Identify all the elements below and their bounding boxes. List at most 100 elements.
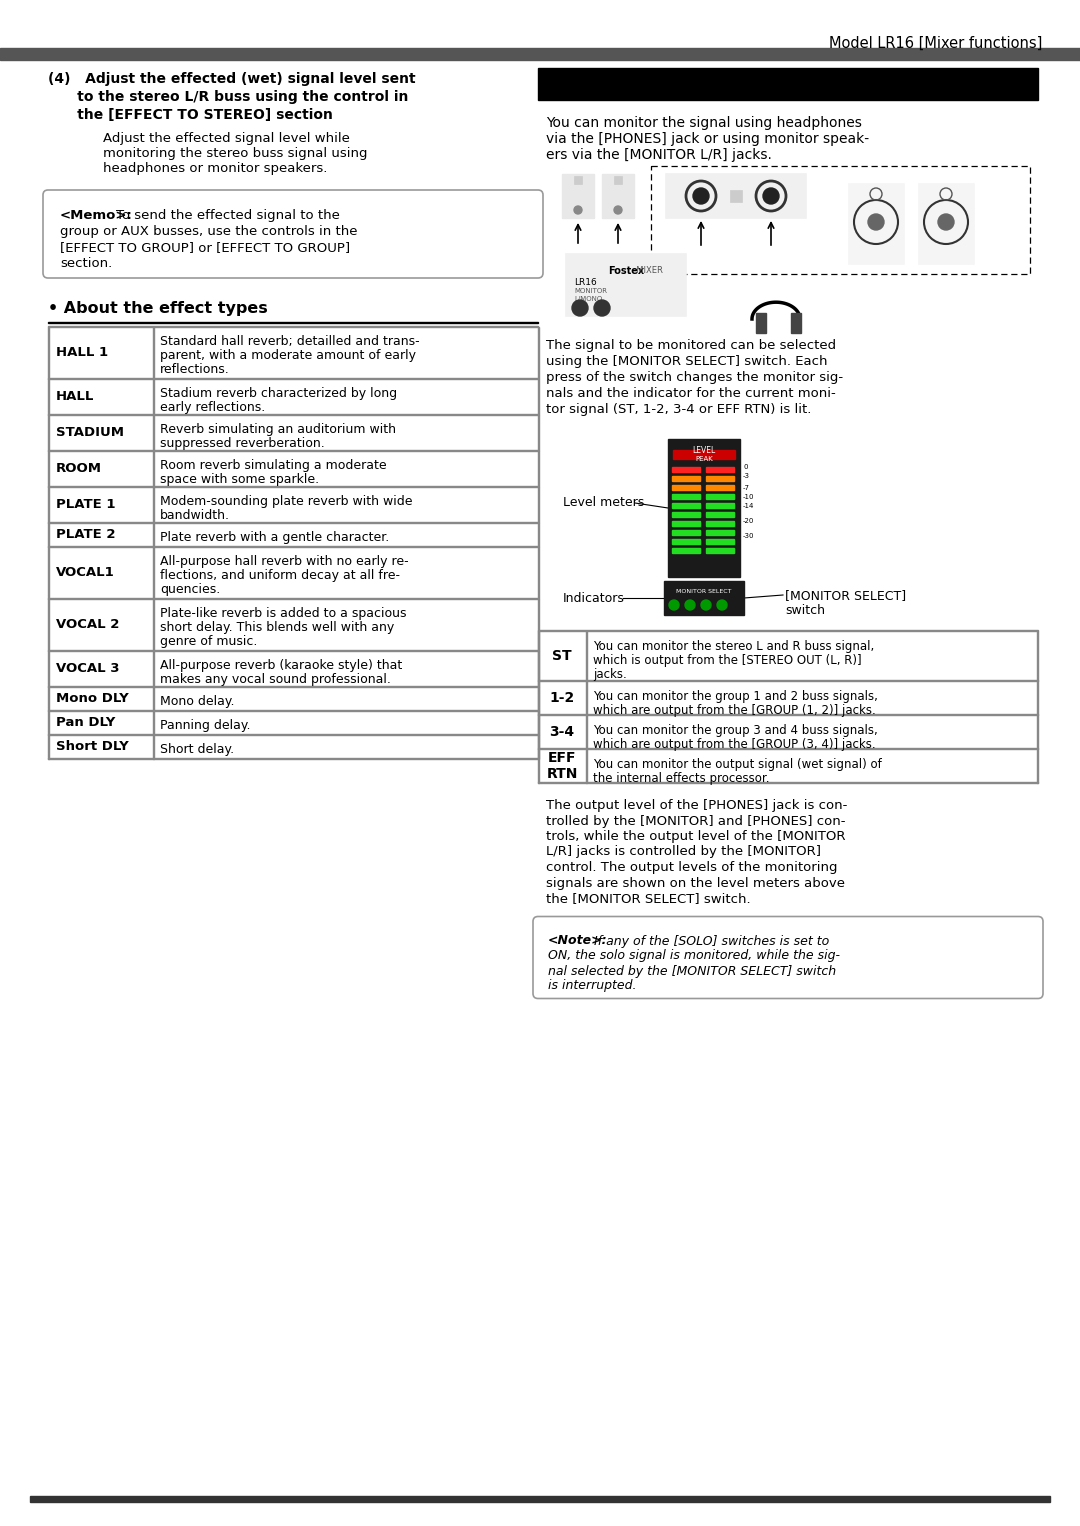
Text: Fostex: Fostex xyxy=(608,266,644,276)
Text: which are output from the [GROUP (3, 4)] jacks.: which are output from the [GROUP (3, 4)]… xyxy=(593,739,876,751)
Bar xyxy=(672,530,700,536)
Bar xyxy=(562,174,594,218)
Text: The output level of the [PHONES] jack is con-: The output level of the [PHONES] jack is… xyxy=(546,800,848,812)
Text: Plate reverb with a gentle character.: Plate reverb with a gentle character. xyxy=(160,531,389,543)
Bar xyxy=(849,185,904,264)
Circle shape xyxy=(594,301,610,316)
Text: jacks.: jacks. xyxy=(593,668,626,681)
Text: (4)   Adjust the effected (wet) signal level sent: (4) Adjust the effected (wet) signal lev… xyxy=(48,72,416,85)
Bar xyxy=(706,476,734,481)
Bar xyxy=(706,467,734,472)
Text: <Note>:: <Note>: xyxy=(548,934,608,948)
Text: trolled by the [MONITOR] and [PHONES] con-: trolled by the [MONITOR] and [PHONES] co… xyxy=(546,815,846,827)
Bar xyxy=(573,175,582,185)
Bar xyxy=(672,520,700,526)
Text: which are output from the [GROUP (1, 2)] jacks.: which are output from the [GROUP (1, 2)]… xyxy=(593,703,876,717)
Text: flections, and uniform decay at all fre-: flections, and uniform decay at all fre- xyxy=(160,569,400,581)
Text: switch: switch xyxy=(785,604,825,617)
Bar xyxy=(30,1495,1050,1502)
Text: LR16: LR16 xyxy=(573,278,597,287)
Circle shape xyxy=(685,600,696,610)
Text: Level meters: Level meters xyxy=(563,496,645,510)
Bar xyxy=(48,327,538,378)
Text: headphones or monitor speakers.: headphones or monitor speakers. xyxy=(103,162,327,175)
Bar xyxy=(538,716,1038,749)
Bar xyxy=(673,450,735,459)
Text: PLATE 1: PLATE 1 xyxy=(56,499,116,511)
Text: via the [PHONES] jack or using monitor speak-: via the [PHONES] jack or using monitor s… xyxy=(546,133,869,146)
Bar xyxy=(48,736,538,758)
Text: Short delay.: Short delay. xyxy=(160,743,234,755)
Text: Stadium reverb characterized by long: Stadium reverb characterized by long xyxy=(160,388,397,400)
Text: You can monitor the signal using headphones: You can monitor the signal using headpho… xyxy=(546,116,862,130)
Circle shape xyxy=(615,206,622,214)
Text: • About the effect types: • About the effect types xyxy=(48,301,268,316)
Text: HALL: HALL xyxy=(56,391,94,403)
Circle shape xyxy=(717,600,727,610)
Bar xyxy=(538,749,1038,783)
Text: 3-4: 3-4 xyxy=(550,725,575,739)
Text: -3: -3 xyxy=(743,473,750,479)
Text: which is output from the [STEREO OUT (L, R)]: which is output from the [STEREO OUT (L,… xyxy=(593,655,862,667)
Text: nal selected by the [MONITOR SELECT] switch: nal selected by the [MONITOR SELECT] swi… xyxy=(548,964,836,978)
Bar xyxy=(706,513,734,517)
Bar xyxy=(672,494,700,499)
Text: All-purpose hall reverb with no early re-: All-purpose hall reverb with no early re… xyxy=(160,555,408,568)
Bar xyxy=(730,191,742,201)
Text: ers via the [MONITOR L/R] jacks.: ers via the [MONITOR L/R] jacks. xyxy=(546,148,772,162)
Text: Modem-sounding plate reverb with wide: Modem-sounding plate reverb with wide xyxy=(160,494,413,508)
Text: Indicators: Indicators xyxy=(563,592,625,604)
Text: signals are shown on the level meters above: signals are shown on the level meters ab… xyxy=(546,876,845,890)
Text: If any of the [SOLO] switches is set to: If any of the [SOLO] switches is set to xyxy=(594,934,829,948)
Text: L/R] jacks is controlled by the [MONITOR]: L/R] jacks is controlled by the [MONITOR… xyxy=(546,845,821,859)
Circle shape xyxy=(572,301,588,316)
Text: VOCAL 3: VOCAL 3 xyxy=(56,662,120,676)
Text: Mono DLY: Mono DLY xyxy=(56,693,129,705)
Text: parent, with a moderate amount of early: parent, with a moderate amount of early xyxy=(160,349,416,362)
Bar xyxy=(791,313,801,333)
Text: Standard hall reverb; detailled and trans-: Standard hall reverb; detailled and tran… xyxy=(160,336,420,348)
Bar xyxy=(48,415,538,452)
Bar xyxy=(48,546,538,600)
Text: ST: ST xyxy=(552,649,571,662)
FancyBboxPatch shape xyxy=(43,191,543,278)
Bar xyxy=(664,581,744,615)
Bar xyxy=(919,185,974,264)
Text: [EFFECT TO GROUP] or [EFFECT TO GROUP]: [EFFECT TO GROUP] or [EFFECT TO GROUP] xyxy=(60,241,350,253)
Text: Adjust the effected signal level while: Adjust the effected signal level while xyxy=(103,133,350,145)
Bar xyxy=(666,174,806,218)
Bar xyxy=(672,539,700,543)
Bar xyxy=(672,476,700,481)
Text: STADIUM: STADIUM xyxy=(56,426,124,439)
Text: <Memo>:: <Memo>: xyxy=(60,209,133,221)
Text: LEVEL: LEVEL xyxy=(692,446,716,455)
Bar xyxy=(672,504,700,508)
Text: You can monitor the group 1 and 2 buss signals,: You can monitor the group 1 and 2 buss s… xyxy=(593,690,878,703)
Text: using the [MONITOR SELECT] switch. Each: using the [MONITOR SELECT] switch. Each xyxy=(546,356,827,368)
Bar xyxy=(706,520,734,526)
Text: suppressed reverberation.: suppressed reverberation. xyxy=(160,436,325,450)
Bar xyxy=(706,548,734,552)
Bar xyxy=(706,539,734,543)
Text: You can monitor the group 3 and 4 buss signals,: You can monitor the group 3 and 4 buss s… xyxy=(593,723,878,737)
Bar xyxy=(48,487,538,523)
Text: 1-2: 1-2 xyxy=(550,691,575,705)
Text: Plate-like reverb is added to a spacious: Plate-like reverb is added to a spacious xyxy=(160,607,406,620)
Text: MONITOR SELECT: MONITOR SELECT xyxy=(676,589,732,594)
Bar xyxy=(672,485,700,490)
Text: Panning delay.: Panning delay. xyxy=(160,719,251,732)
Text: monitoring the stereo buss signal using: monitoring the stereo buss signal using xyxy=(103,146,367,160)
Bar xyxy=(48,452,538,487)
Text: tor signal (ST, 1-2, 3-4 or EFF RTN) is lit.: tor signal (ST, 1-2, 3-4 or EFF RTN) is … xyxy=(546,403,811,417)
Text: the [MONITOR SELECT] switch.: the [MONITOR SELECT] switch. xyxy=(546,893,751,905)
Text: short delay. This blends well with any: short delay. This blends well with any xyxy=(160,621,394,633)
Bar xyxy=(672,467,700,472)
Bar xyxy=(669,439,740,577)
Text: -30: -30 xyxy=(743,533,755,539)
Bar xyxy=(48,652,538,687)
Bar xyxy=(48,711,538,736)
Text: reflections.: reflections. xyxy=(160,363,230,375)
Text: All-purpose reverb (karaoke style) that: All-purpose reverb (karaoke style) that xyxy=(160,659,402,671)
Bar xyxy=(672,513,700,517)
Text: HALL 1: HALL 1 xyxy=(56,346,108,360)
